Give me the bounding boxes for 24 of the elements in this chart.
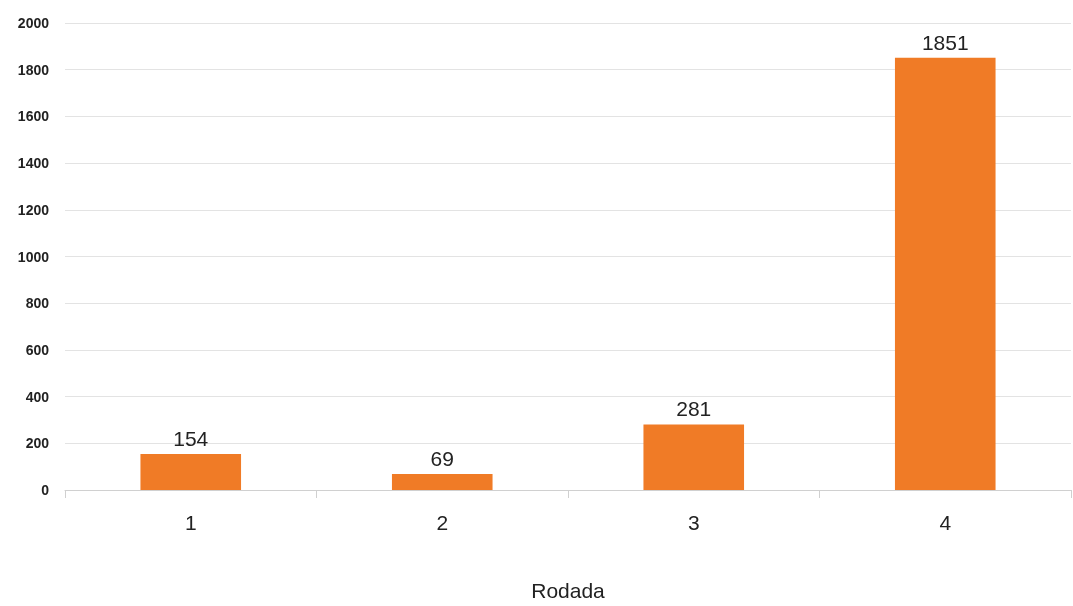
y-tick-label: 600 [25, 341, 50, 358]
x-tick-label: 4 [939, 511, 952, 534]
y-tick-label: 2000 [17, 15, 50, 31]
y-tick-label: 0 [41, 482, 50, 498]
bar [391, 473, 493, 490]
y-tick-label: 1600 [17, 108, 50, 125]
x-tick-label: 3 [687, 511, 700, 534]
data-label: 1851 [921, 30, 969, 54]
data-label: 281 [676, 397, 712, 421]
x-tick-label: 2 [436, 511, 449, 534]
y-tick-label: 1400 [17, 155, 50, 172]
y-tick-label: 1800 [17, 61, 50, 78]
x-axis-title: Rodada [531, 579, 606, 602]
y-tick-label: 400 [25, 388, 50, 405]
bar [643, 424, 745, 490]
bar [894, 57, 996, 490]
x-tick-label: 1 [184, 511, 197, 534]
y-tick-label: 1200 [17, 201, 50, 218]
data-label: 154 [173, 427, 209, 451]
y-tick-label: 1000 [17, 248, 50, 265]
y-tick-label: 800 [25, 295, 50, 312]
bar [140, 454, 242, 490]
y-tick-label: 200 [25, 435, 50, 452]
data-label: 69 [430, 446, 454, 470]
